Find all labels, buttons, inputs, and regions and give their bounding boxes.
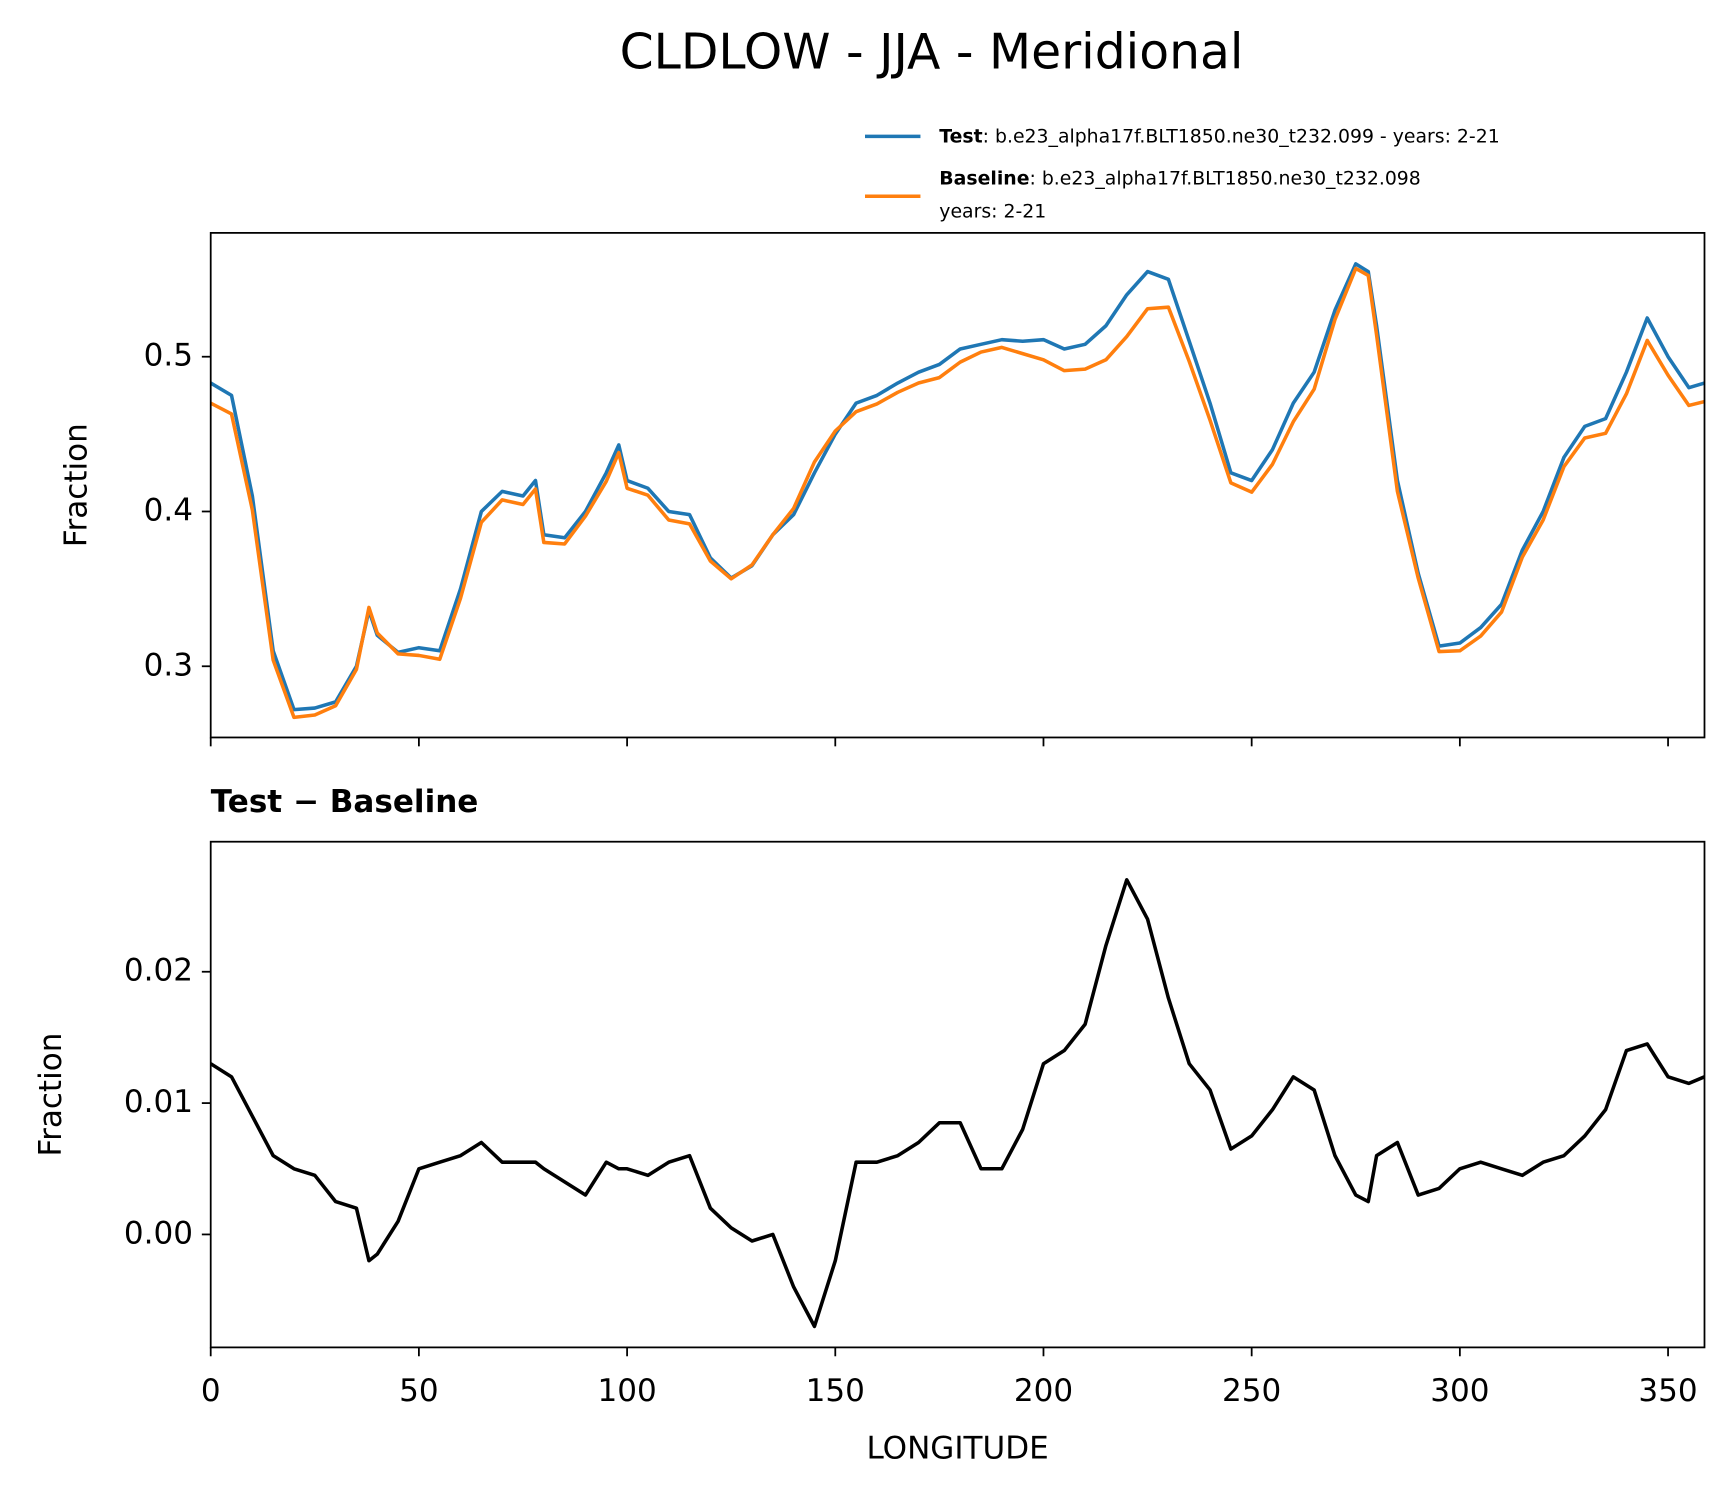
y-tick-label: 0.3 <box>144 647 193 683</box>
legend-text: Baseline: b.e23_alpha17f.BLT1850.ne30_t2… <box>939 168 1421 189</box>
y-tick-label: 0.5 <box>144 338 193 374</box>
data-line <box>210 266 1705 720</box>
axes-frame <box>209 840 1706 1349</box>
x-tick-label: 300 <box>1430 1373 1489 1409</box>
subplot-title: Test − Baseline <box>211 784 479 820</box>
x-axis-label: LONGITUDE <box>866 1430 1048 1466</box>
legend-desc: years: 2-21 <box>939 201 1046 222</box>
x-tick-label: 150 <box>806 1373 865 1409</box>
x-tick-label: 250 <box>1222 1373 1281 1409</box>
legend-name: Test <box>939 126 982 147</box>
legend-desc: : b.e23_alpha17f.BLT1850.ne30_t232.099 -… <box>983 126 1500 147</box>
x-tick-label: 350 <box>1638 1373 1697 1409</box>
y-tick-label: 0.02 <box>124 953 193 989</box>
axes-frame <box>209 231 1706 739</box>
x-tick-label: 200 <box>1014 1373 1073 1409</box>
y-axis-label: Fraction <box>33 1033 69 1157</box>
legend-text: Test: b.e23_alpha17f.BLT1850.ne30_t232.0… <box>939 126 1499 147</box>
y-tick-label: 0.01 <box>124 1084 193 1120</box>
x-tick-label: 100 <box>597 1373 656 1409</box>
legend-desc: : b.e23_alpha17f.BLT1850.ne30_t232.098 <box>1030 168 1421 189</box>
data-line <box>210 878 1705 1329</box>
y-axis-label: Fraction <box>59 423 95 547</box>
chart-title: CLDLOW - JJA - Meridional <box>620 23 1244 80</box>
y-tick-label: 0.00 <box>124 1215 193 1251</box>
x-tick-label: 0 <box>201 1373 221 1409</box>
x-tick-label: 50 <box>399 1373 439 1409</box>
y-tick-label: 0.4 <box>144 492 193 528</box>
legend-name: Baseline <box>939 168 1029 189</box>
data-line <box>210 262 1705 712</box>
